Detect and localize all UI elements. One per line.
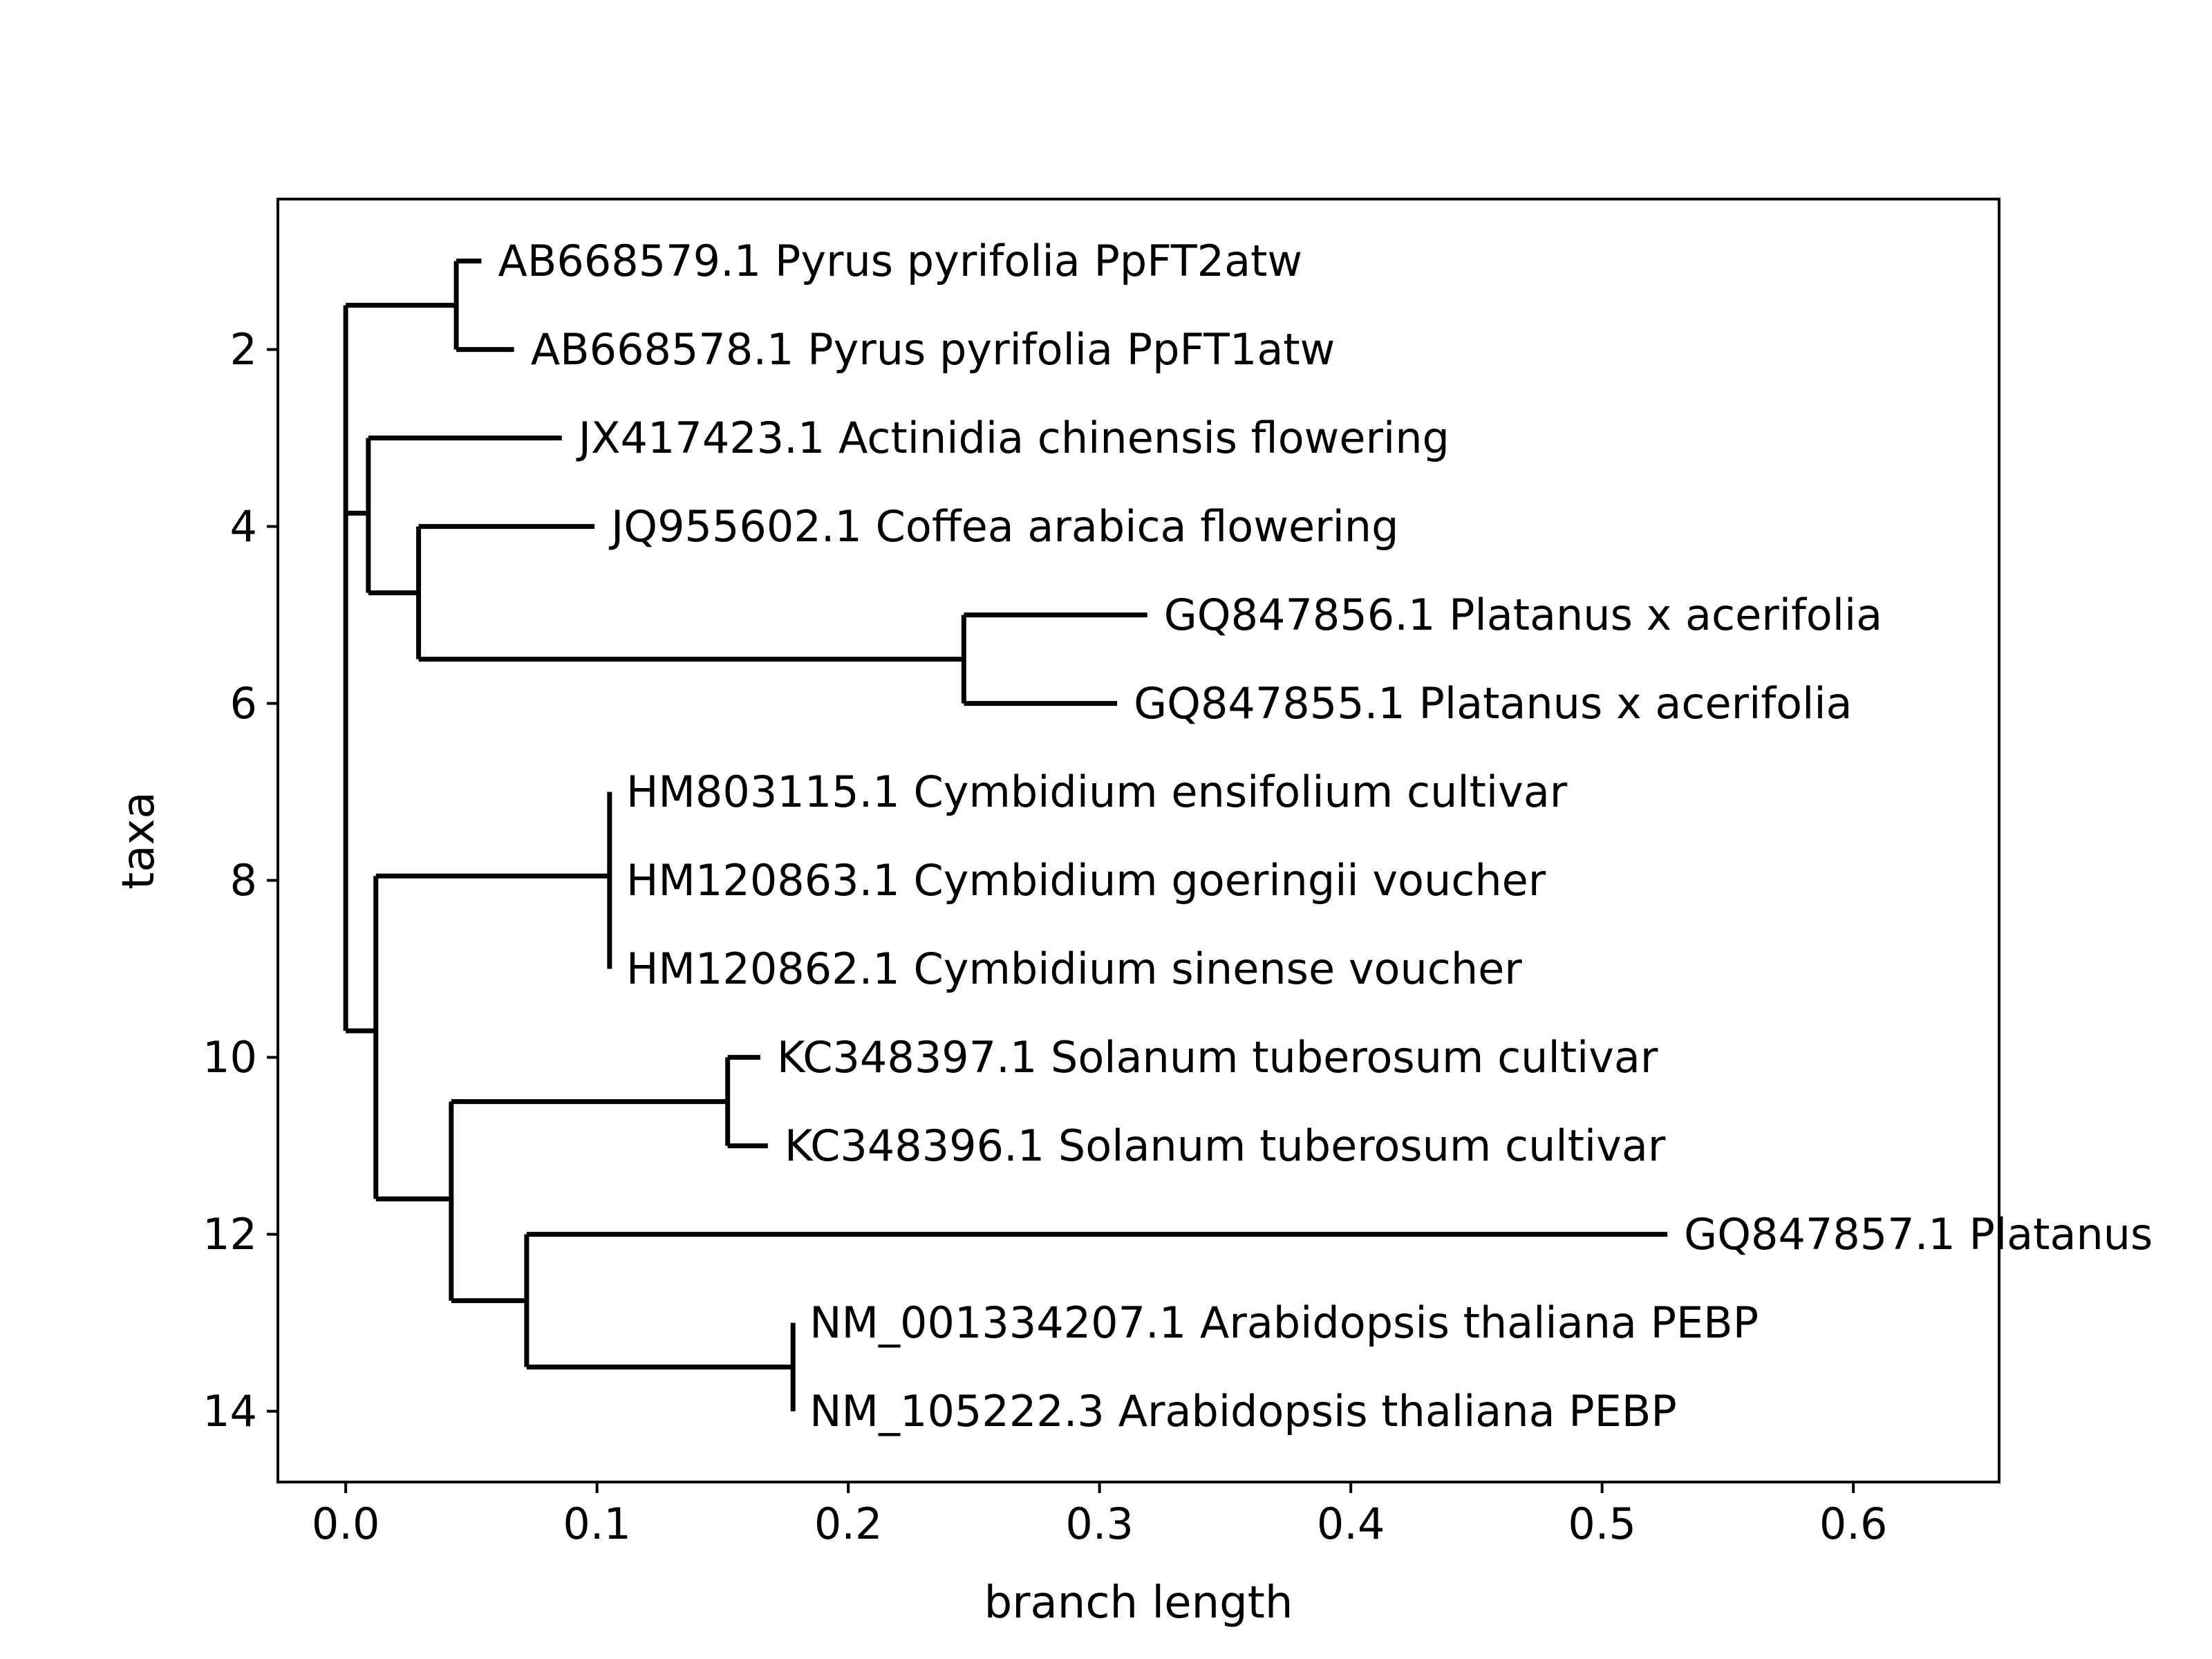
- x-tick-label: 0.1: [563, 1499, 631, 1549]
- leaf-label-11: KC348396.1 Solanum tuberosum cultivar: [785, 1121, 1666, 1171]
- y-tick-label: 2: [230, 324, 257, 375]
- leaf-labels: AB668579.1 Pyrus pyrifolia PpFT2atw AB668…: [498, 236, 2153, 1436]
- y-tick-label: 8: [230, 855, 257, 906]
- x-tick-label: 0.3: [1065, 1499, 1134, 1549]
- x-tick-label: 0.6: [1819, 1499, 1888, 1549]
- leaf-label-8: HM120863.1 Cymbidium goeringii voucher: [626, 855, 1546, 906]
- y-axis-ticks: 2 4 6 8 10 12 14: [203, 324, 278, 1436]
- leaf-label-12: GQ847857.1 Platanus: [1684, 1209, 2153, 1259]
- leaf-label-1: AB668579.1 Pyrus pyrifolia PpFT2atw: [498, 236, 1302, 286]
- y-tick-label: 12: [203, 1209, 257, 1259]
- leaf-label-14: NM_105222.3 Arabidopsis thaliana PEBP: [809, 1386, 1677, 1436]
- leaf-label-7: HM803115.1 Cymbidium ensifolium cultivar: [626, 767, 1568, 817]
- y-tick-label: 14: [203, 1386, 257, 1436]
- y-tick-label: 4: [230, 501, 257, 552]
- y-tick-label: 6: [230, 678, 257, 729]
- leaf-label-6: GQ847855.1 Platanus x acerifolia: [1134, 678, 1852, 729]
- leaf-label-5: GQ847856.1 Platanus x acerifolia: [1164, 590, 1882, 640]
- x-tick-label: 0.0: [312, 1499, 380, 1549]
- leaf-label-13: NM_001334207.1 Arabidopsis thaliana PEBP: [809, 1297, 1759, 1348]
- plot-area-frame: [276, 198, 2000, 1483]
- leaf-label-2: AB668578.1 Pyrus pyrifolia PpFT1atw: [531, 324, 1335, 375]
- y-tick-label: 10: [203, 1032, 257, 1082]
- x-tick-label: 0.4: [1317, 1499, 1385, 1549]
- x-tick-label: 0.5: [1568, 1499, 1636, 1549]
- leaf-label-4: JQ955602.1 Coffea arabica flowering: [608, 501, 1398, 552]
- y-axis-label: taxa: [113, 791, 165, 889]
- tree-branches: [343, 259, 1668, 1412]
- x-axis-ticks: 0.0 0.1 0.2 0.3 0.4 0.5 0.6: [312, 1482, 1888, 1549]
- x-tick-label: 0.2: [814, 1499, 883, 1549]
- x-axis-label: branch length: [984, 1577, 1293, 1629]
- leaf-label-10: KC348397.1 Solanum tuberosum cultivar: [777, 1032, 1658, 1082]
- leaf-label-3: JX417423.1 Actinidia chinensis flowering: [576, 413, 1450, 463]
- leaf-label-9: HM120862.1 Cymbidium sinense voucher: [626, 944, 1522, 994]
